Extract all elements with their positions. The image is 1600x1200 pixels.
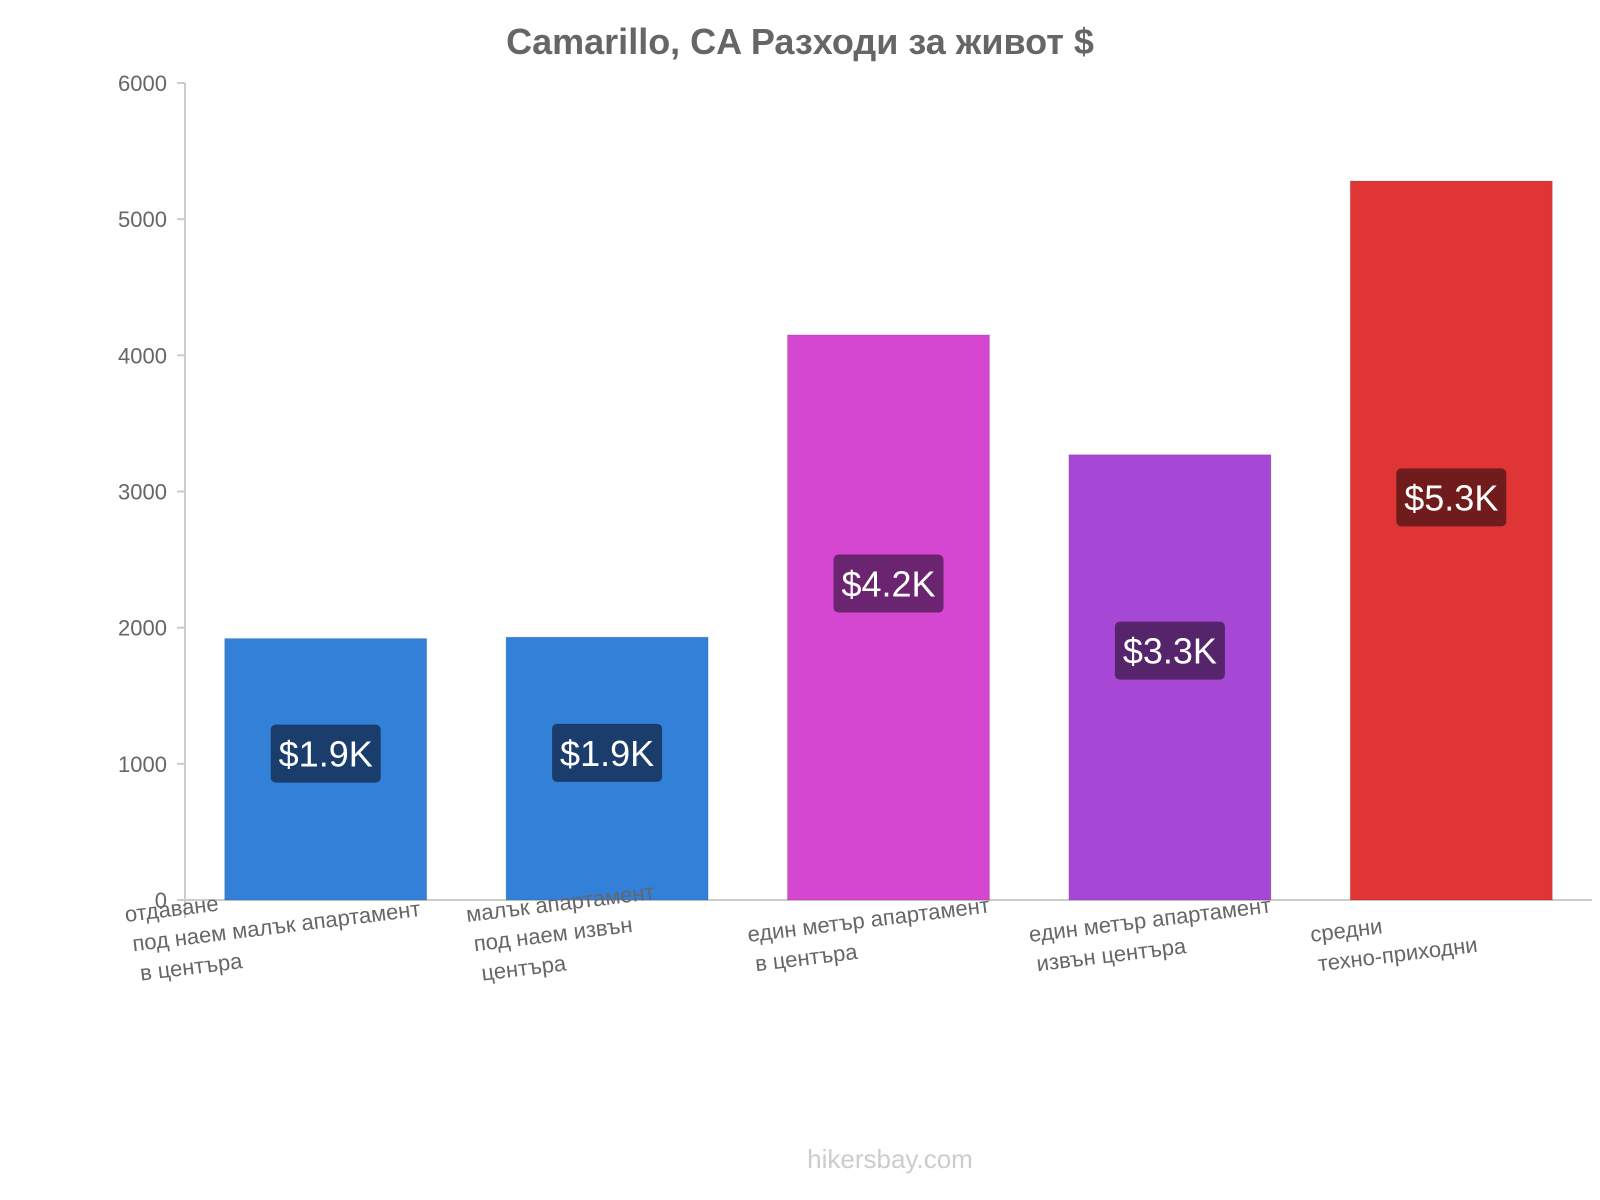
watermark: hikersbay.com	[807, 1144, 973, 1174]
y-tick-label: 0	[155, 888, 167, 913]
data-label-box	[1396, 468, 1507, 527]
chart-title: Camarillo, CA Разходи за живот $	[506, 21, 1094, 62]
data-label-box	[833, 554, 944, 613]
data-label: $3.3K	[1123, 631, 1217, 672]
data-label: $1.9K	[279, 734, 373, 775]
data-labels: $1.9K $1.9K $4.2K $3.3K $5.3K	[270, 468, 1507, 783]
y-tick-label: 2000	[118, 616, 167, 641]
bar	[787, 334, 990, 901]
data-label: $4.2K	[841, 564, 935, 605]
category-label-line: средни	[1309, 913, 1384, 947]
y-tick-label: 6000	[118, 71, 167, 96]
y-tick-label: 4000	[118, 343, 167, 368]
data-label-box	[270, 724, 381, 783]
y-tick-label: 5000	[118, 207, 167, 232]
category-label-line: центъра	[480, 950, 568, 985]
data-label-box	[1114, 621, 1225, 680]
bars	[224, 180, 1553, 901]
data-label: $5.3K	[1404, 477, 1498, 518]
y-tick-label: 3000	[118, 480, 167, 505]
bar	[1349, 180, 1553, 901]
data-label-box	[552, 723, 663, 782]
y-tick-label: 1000	[118, 752, 167, 777]
data-label: $1.9K	[560, 733, 654, 774]
